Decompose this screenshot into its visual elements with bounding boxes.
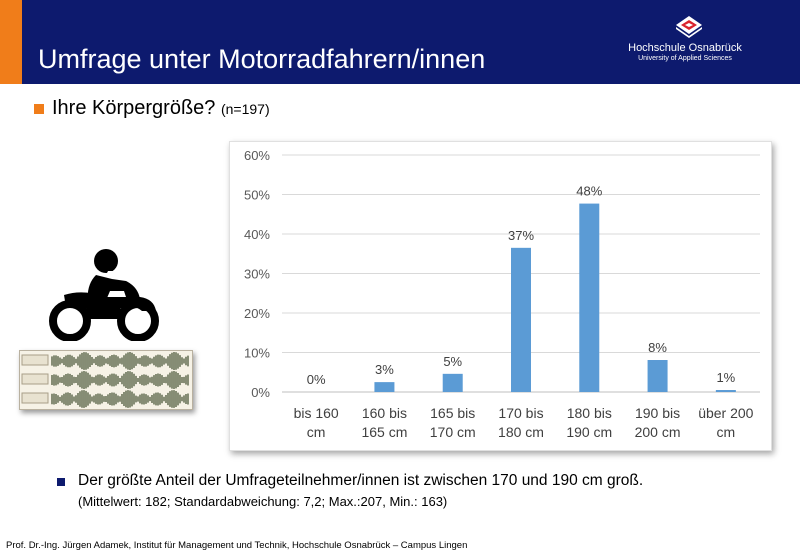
x-tick-label: 165 bis xyxy=(430,405,475,421)
university-logo-icon xyxy=(676,16,702,38)
data-label: 37% xyxy=(508,228,534,243)
x-tick-label: 170 bis xyxy=(498,405,543,421)
x-tick-label: cm xyxy=(717,424,736,440)
y-tick-label: 0% xyxy=(251,385,270,400)
question-text: Ihre Körpergröße? xyxy=(52,97,216,119)
height-distribution-chart: 0% 10% 20% 30% 40% 50% 60% 0% bis 160 cm 3% 160 bis… xyxy=(229,141,772,451)
data-label: 8% xyxy=(648,340,667,355)
data-label: 0% xyxy=(307,372,326,387)
bar xyxy=(374,382,395,392)
bullet-square-icon xyxy=(34,104,44,114)
y-tick-label: 30% xyxy=(244,267,270,282)
header-accent-bar xyxy=(0,0,22,84)
audio-waveform-thumbnail xyxy=(19,350,193,410)
slide-title: Umfrage unter Motorradfahrern/innen xyxy=(38,44,486,74)
y-tick-label: 50% xyxy=(244,188,270,203)
slide-header: Umfrage unter Motorradfahrern/innen Hoch… xyxy=(0,0,800,84)
university-logo: Hochschule Osnabrück University of Appli… xyxy=(615,15,755,75)
x-tick-label: 180 cm xyxy=(498,424,544,440)
bar xyxy=(442,373,463,392)
statistics-text: (Mittelwert: 182; Standardabweichung: 7,… xyxy=(78,494,448,509)
track-label xyxy=(21,373,49,385)
waveform-track xyxy=(51,371,189,389)
x-tick-label: 180 bis xyxy=(567,405,612,421)
x-tick-label: 165 cm xyxy=(361,424,407,440)
data-label: 48% xyxy=(576,184,602,199)
data-label: 3% xyxy=(375,362,394,377)
y-tick-label: 20% xyxy=(244,306,270,321)
sample-size: (n=197) xyxy=(220,101,270,117)
x-tick-label: 200 cm xyxy=(635,424,681,440)
y-tick-label: 10% xyxy=(244,346,270,361)
x-tick-label: über 200 xyxy=(698,405,753,421)
chart-canvas: 0% 10% 20% 30% 40% 50% 60% 0% bis 160 cm 3% 160 bis… xyxy=(244,148,760,440)
bar xyxy=(715,390,736,392)
x-tick-label: 190 bis xyxy=(635,405,680,421)
x-tick-label: 170 cm xyxy=(430,424,476,440)
data-label: 1% xyxy=(716,370,735,385)
bullet-square-icon xyxy=(57,478,65,486)
summary-text: Der größte Anteil der Umfrageteilnehmer/… xyxy=(78,472,644,489)
x-tick-label: 160 bis xyxy=(362,405,407,421)
bar xyxy=(511,247,531,392)
x-tick-label: cm xyxy=(307,424,326,440)
motorcycle-rider-icon xyxy=(49,249,159,341)
logo-subtitle: University of Applied Sciences xyxy=(638,55,732,62)
y-tick-label: 60% xyxy=(244,148,270,163)
waveform-track xyxy=(51,352,189,370)
bar xyxy=(579,203,600,392)
logo-name: Hochschule Osnabrück xyxy=(628,42,742,54)
x-tick-label: 190 cm xyxy=(566,424,612,440)
y-tick-label: 40% xyxy=(244,227,270,242)
track-label xyxy=(21,392,49,404)
bar xyxy=(647,360,668,392)
x-tick-label: bis 160 xyxy=(294,405,339,421)
waveform-track xyxy=(51,390,189,408)
survey-question: Ihre Körpergröße? (n=197) xyxy=(52,97,270,120)
slide-footer: Prof. Dr.-Ing. Jürgen Adamek, Institut f… xyxy=(6,540,468,551)
data-label: 5% xyxy=(443,354,462,369)
track-label xyxy=(21,354,49,366)
